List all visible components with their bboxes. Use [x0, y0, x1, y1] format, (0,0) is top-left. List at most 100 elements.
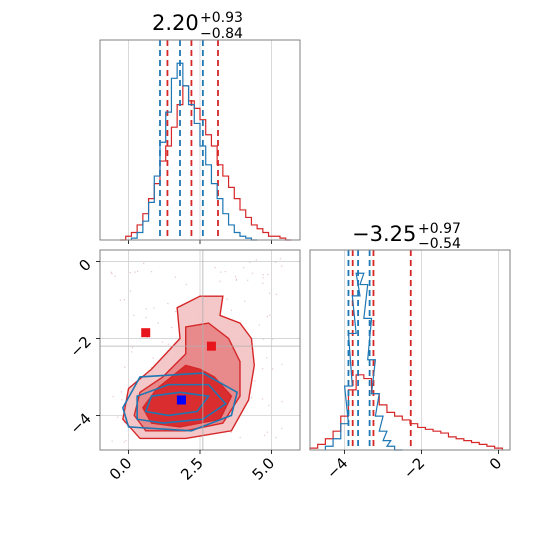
joint-sample-point	[281, 400, 283, 403]
joint-sample-point	[234, 275, 237, 278]
joint-sample-point	[274, 261, 277, 263]
marginal-p1-x-tick-label: −4	[323, 454, 351, 482]
joint-sample-point	[114, 275, 116, 277]
joint-sample-point	[279, 258, 282, 260]
joint-sample-point	[239, 436, 241, 439]
joint-sample-point	[131, 346, 134, 349]
joint-sample-point	[153, 307, 155, 309]
joint-sample-point	[123, 298, 126, 301]
joint-sample-point	[254, 380, 256, 382]
joint-sample-point	[242, 267, 245, 269]
joint-sample-point	[226, 298, 228, 301]
title-p1-main: −3.25	[352, 222, 416, 246]
joint-sample-point	[120, 391, 123, 393]
joint-panel: 0.0 2.5 5.0 0 −2 −4	[66, 249, 301, 484]
title-p0-main: 2.20	[152, 11, 199, 35]
marginal-p0-blue-step	[130, 62, 258, 241]
marginal-p1-panel: −4 −2 0	[309, 249, 511, 482]
joint-sample-point	[230, 309, 233, 312]
joint-y-tick-label: −2	[66, 333, 94, 361]
joint-sample-point	[110, 271, 113, 274]
joint-sample-point	[150, 271, 153, 273]
joint-x-tick-label: 5.0	[249, 454, 279, 484]
joint-sample-point	[133, 314, 135, 317]
joint-x-tick-label: 0.0	[106, 454, 136, 484]
joint-sample-point	[111, 273, 113, 275]
joint-sample-point	[134, 271, 136, 273]
joint-sample-point	[129, 271, 132, 274]
title-p0-plus: +0.93	[200, 10, 243, 26]
joint-sample-point	[235, 278, 238, 280]
joint-sample-point	[262, 277, 264, 279]
joint-sample-point	[219, 271, 222, 273]
joint-sample-point	[266, 431, 268, 433]
joint-sample-point	[267, 273, 269, 276]
joint-blue-contour-inner	[144, 391, 211, 417]
joint-sample-point	[262, 282, 264, 284]
joint-blue-contour-outer	[121, 372, 239, 432]
joint-blue-contour-middle	[136, 383, 227, 424]
joint-sample-point	[119, 299, 122, 301]
joint-sample-point	[124, 366, 126, 368]
joint-sample-point	[125, 439, 127, 442]
joint-sample-point	[280, 265, 283, 267]
joint-marker-red	[141, 328, 151, 338]
joint-sample-point	[174, 276, 177, 278]
joint-sample-point	[142, 262, 145, 265]
joint-sample-point	[214, 267, 216, 269]
joint-sample-point	[224, 270, 227, 273]
joint-sample-point	[117, 416, 119, 418]
joint-sample-point	[268, 314, 271, 316]
title-p1-plus: +0.97	[418, 221, 461, 237]
joint-sample-point	[261, 398, 264, 400]
joint-sample-point	[219, 280, 221, 282]
joint-sample-point	[145, 317, 147, 319]
joint-sample-point	[246, 279, 249, 281]
joint-sample-point	[145, 308, 147, 310]
joint-sample-point	[268, 292, 271, 294]
joint-sample-point	[250, 396, 253, 399]
joint-sample-point	[170, 326, 173, 329]
joint-sample-point	[262, 274, 264, 276]
joint-sample-point	[131, 351, 133, 353]
marginal-p1-x-tick-label: −2	[400, 454, 428, 482]
joint-sample-point	[249, 261, 251, 264]
title-p1-minus: −0.54	[418, 236, 461, 252]
joint-sample-point	[244, 300, 246, 302]
joint-sample-point	[258, 324, 261, 326]
marginal-p1-x-tick-label: 0	[486, 454, 505, 473]
joint-sample-point	[161, 341, 164, 344]
joint-sample-point	[167, 343, 170, 345]
joint-sample-point	[281, 427, 283, 430]
joint-y-tick-label: 0	[75, 256, 94, 275]
joint-sample-point	[266, 315, 269, 318]
joint-sample-point	[235, 279, 238, 281]
joint-marker-blue	[176, 395, 186, 405]
joint-sample-point	[121, 399, 123, 401]
joint-sample-point	[271, 368, 274, 370]
joint-sample-point	[275, 436, 277, 439]
joint-sample-point	[174, 310, 177, 313]
joint-sample-point	[230, 431, 232, 434]
joint-sample-point	[185, 283, 188, 286]
title-p1: −3.25 +0.97 −0.54	[352, 221, 461, 252]
marginal-p0-panel	[99, 39, 301, 244]
marginal-p1-blue-step	[324, 272, 403, 451]
title-p0: 2.20 +0.93 −0.84	[152, 10, 243, 42]
joint-sample-point	[275, 293, 278, 296]
joint-sample-point	[167, 302, 169, 305]
joint-sample-point	[157, 322, 159, 324]
joint-sample-point	[129, 290, 132, 292]
joint-sample-point	[266, 357, 268, 359]
joint-sample-point	[111, 440, 113, 442]
joint-sample-point	[123, 441, 126, 443]
joint-x-tick-label: 2.5	[177, 454, 207, 484]
joint-sample-point	[255, 259, 258, 261]
joint-y-tick-label: −4	[66, 409, 94, 437]
joint-sample-point	[281, 363, 283, 365]
marginal-p0-frame	[99, 39, 301, 241]
joint-sample-point	[251, 272, 254, 275]
title-p0-minus: −0.84	[200, 26, 243, 42]
joint-sample-point	[112, 395, 114, 398]
